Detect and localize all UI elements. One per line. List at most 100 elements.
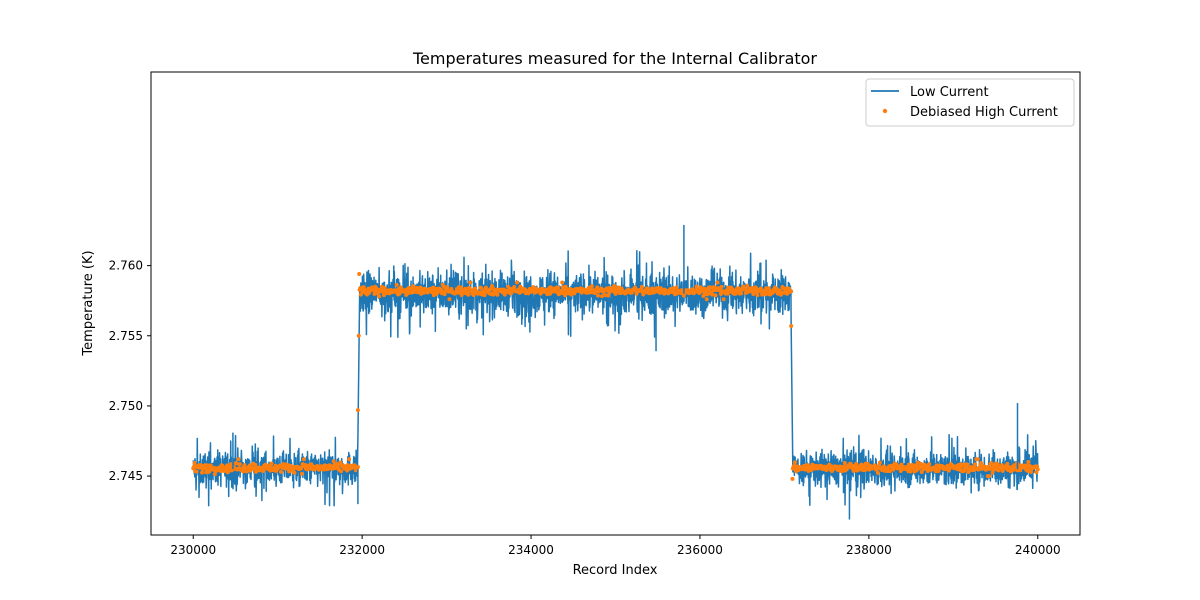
legend-box xyxy=(865,78,1075,127)
high-current-point xyxy=(253,462,258,467)
high-current-point xyxy=(236,457,241,462)
y-tick-label: 2.750 xyxy=(109,399,143,413)
high-current-point xyxy=(406,291,411,296)
high-current-point xyxy=(766,286,771,291)
high-current-point xyxy=(241,469,246,474)
high-current-point xyxy=(919,470,924,474)
high-current-point xyxy=(789,289,794,294)
high-current-point xyxy=(483,285,488,290)
series-layer xyxy=(191,224,1040,520)
x-tick-label: 240000 xyxy=(1015,543,1061,557)
high-current-point xyxy=(234,461,239,466)
high-current-point xyxy=(356,333,361,338)
high-current-point xyxy=(299,471,304,476)
high-current-point xyxy=(512,284,517,289)
high-current-point xyxy=(842,461,847,466)
high-current-point xyxy=(468,280,473,285)
high-current-point xyxy=(888,469,893,474)
high-current-point xyxy=(514,280,519,285)
high-current-point xyxy=(854,461,859,466)
high-current-point xyxy=(973,462,978,467)
high-current-point xyxy=(548,291,553,296)
high-current-point xyxy=(355,408,360,413)
high-current-point xyxy=(269,461,274,466)
high-current-point xyxy=(704,297,709,302)
x-tick-label: 234000 xyxy=(508,543,554,557)
x-tick-label: 238000 xyxy=(846,543,892,557)
y-tick-label: 2.755 xyxy=(109,329,143,343)
high-current-point xyxy=(212,472,217,477)
high-current-point xyxy=(705,292,710,297)
high-current-point xyxy=(987,474,992,479)
high-current-point xyxy=(745,283,750,288)
high-current-point xyxy=(1029,469,1034,474)
y-tick-label: 2.760 xyxy=(109,259,143,273)
high-current-point xyxy=(347,457,352,462)
high-current-point xyxy=(518,284,523,289)
high-current-point xyxy=(1012,463,1017,468)
legend-label-low-current: Low Current xyxy=(910,85,989,100)
high-current-point xyxy=(442,292,447,297)
high-current-point xyxy=(447,297,452,302)
high-current-point xyxy=(877,460,882,465)
high-current-point xyxy=(445,285,450,290)
high-current-point xyxy=(449,286,454,291)
high-current-point xyxy=(851,468,856,473)
high-current-point xyxy=(755,293,760,298)
high-current-point xyxy=(721,297,726,302)
y-tick-label: 2.745 xyxy=(109,469,143,483)
high-current-point xyxy=(355,464,360,469)
high-current-point xyxy=(739,291,744,296)
legend-label-high-current: Debiased High Current xyxy=(910,105,1058,120)
x-axis-label: Record Index xyxy=(573,563,658,578)
high-current-point xyxy=(394,282,399,287)
high-current-point xyxy=(237,462,242,467)
x-tick-label: 236000 xyxy=(677,543,723,557)
high-current-point xyxy=(908,469,913,474)
high-current-point xyxy=(192,460,197,465)
high-current-point xyxy=(556,285,561,290)
high-current-point xyxy=(612,284,617,289)
y-axis-label: Temperature (K) xyxy=(81,250,96,356)
high-current-point xyxy=(207,468,212,473)
high-current-point xyxy=(358,292,363,297)
high-current-point xyxy=(1026,460,1031,465)
high-current-point xyxy=(965,462,970,467)
chart-title: Temperatures measured for the Internal C… xyxy=(412,49,817,68)
high-current-point xyxy=(194,469,199,474)
high-current-point xyxy=(339,469,344,474)
high-current-point xyxy=(719,284,724,289)
high-current-point xyxy=(479,286,484,291)
high-current-point xyxy=(875,470,880,475)
high-current-point xyxy=(596,293,601,298)
high-current-point xyxy=(292,470,297,475)
x-axis-ticks: 230000 232000 234000 236000 238000 240000 xyxy=(170,535,1061,557)
x-tick-label: 232000 xyxy=(339,543,385,557)
high-current-point xyxy=(1000,468,1005,473)
series-points-high-current xyxy=(191,272,1040,481)
high-current-point xyxy=(975,457,980,462)
high-current-point xyxy=(751,292,756,297)
high-current-point xyxy=(710,292,715,297)
high-current-point xyxy=(301,457,306,462)
high-current-point xyxy=(694,284,699,289)
high-current-point xyxy=(600,294,605,299)
high-current-point xyxy=(331,459,336,464)
high-current-point xyxy=(278,469,283,474)
high-current-point xyxy=(287,468,292,473)
high-current-point xyxy=(560,280,565,285)
high-current-point xyxy=(606,293,611,298)
high-current-point xyxy=(458,285,463,290)
high-current-point xyxy=(792,460,797,465)
high-current-point xyxy=(589,284,594,289)
x-tick-label: 230000 xyxy=(170,543,216,557)
high-current-point xyxy=(979,461,984,466)
high-current-point xyxy=(715,280,720,285)
high-current-point xyxy=(915,460,920,465)
high-current-point xyxy=(200,470,204,475)
high-current-point xyxy=(927,462,932,467)
high-current-point xyxy=(1035,467,1040,472)
high-current-point xyxy=(639,284,644,289)
high-current-point xyxy=(1005,461,1010,466)
